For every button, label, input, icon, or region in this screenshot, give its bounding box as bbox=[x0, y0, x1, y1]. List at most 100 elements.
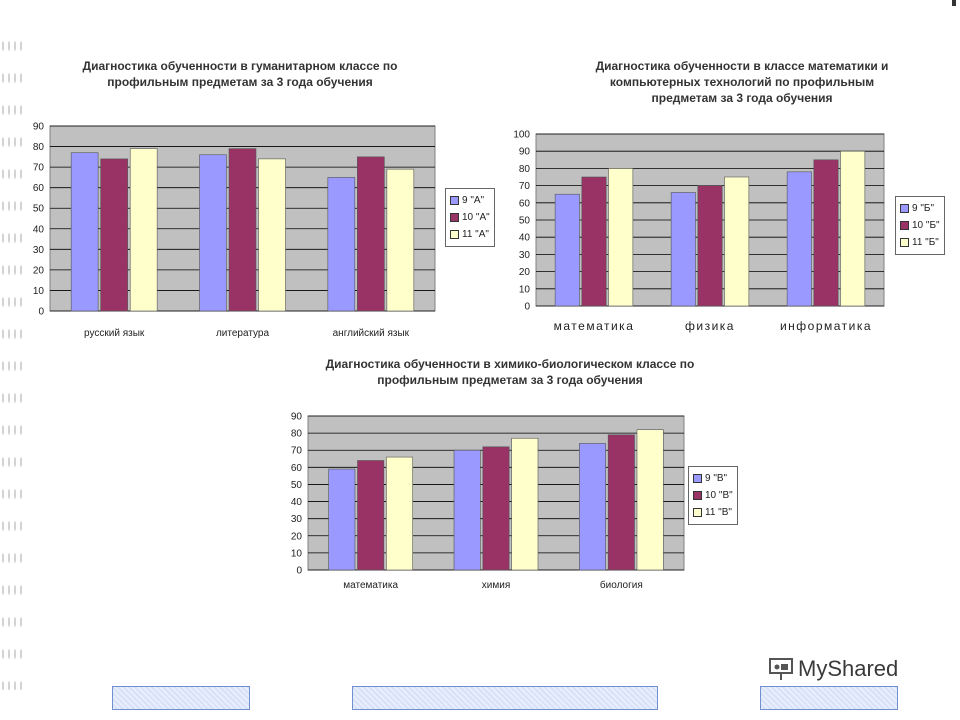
corner-mark bbox=[952, 0, 956, 6]
chart-legend: 9 "А" 10 "А" 11 "А" bbox=[445, 188, 495, 247]
chart-legend: 9 "В" 10 "В" 11 "В" bbox=[688, 466, 738, 525]
y-tick-label: 80 bbox=[291, 429, 303, 440]
bar bbox=[511, 437, 539, 571]
bar bbox=[453, 449, 481, 571]
bottom-strip-block bbox=[352, 686, 658, 710]
bottom-strip-block bbox=[112, 686, 250, 710]
legend-swatch bbox=[693, 491, 702, 500]
y-tick-label: 30 bbox=[291, 514, 303, 525]
y-tick-label: 80 bbox=[33, 142, 45, 153]
chart-legend: 9 "Б" 10 "Б" 11 "Б" bbox=[895, 196, 945, 255]
x-category-label: литература bbox=[216, 328, 269, 339]
y-tick-label: 90 bbox=[33, 122, 45, 133]
bar bbox=[724, 176, 750, 307]
y-tick-label: 90 bbox=[291, 412, 303, 423]
legend-entry: 10 "А" bbox=[450, 209, 490, 226]
bar bbox=[258, 158, 286, 312]
bar bbox=[199, 154, 227, 312]
bar bbox=[607, 434, 635, 571]
bar bbox=[228, 148, 257, 312]
bottom-strip-block bbox=[760, 686, 898, 710]
legend-entry: 9 "А" bbox=[450, 192, 490, 209]
y-tick-label: 0 bbox=[296, 566, 302, 577]
legend-label: 11 "А" bbox=[462, 229, 489, 240]
y-tick-label: 70 bbox=[291, 446, 303, 457]
y-tick-label: 80 bbox=[519, 164, 531, 175]
x-category-label: математика bbox=[554, 319, 635, 333]
y-tick-label: 40 bbox=[291, 497, 303, 508]
y-tick-label: 10 bbox=[33, 286, 45, 297]
y-tick-label: 0 bbox=[38, 307, 44, 318]
bar bbox=[608, 168, 634, 307]
legend-swatch bbox=[450, 213, 459, 222]
bar bbox=[386, 456, 413, 571]
y-tick-label: 40 bbox=[519, 233, 531, 244]
bar bbox=[813, 159, 839, 307]
y-tick-label: 60 bbox=[291, 463, 303, 474]
chart-humanities: Диагностика обученности в гуманитарном к… bbox=[20, 56, 495, 356]
legend-swatch bbox=[900, 238, 909, 247]
bar bbox=[386, 168, 415, 312]
legend-label: 10 "Б" bbox=[912, 220, 940, 231]
bar bbox=[129, 148, 158, 312]
bar bbox=[328, 468, 356, 571]
x-category-label: физика bbox=[685, 319, 735, 333]
y-tick-label: 40 bbox=[33, 224, 45, 235]
legend-entry: 9 "В" bbox=[693, 470, 733, 487]
bar bbox=[786, 171, 812, 307]
bar bbox=[327, 177, 356, 312]
bar bbox=[70, 152, 99, 312]
chart-title: Диагностика обученности в классе математ… bbox=[595, 59, 889, 105]
y-tick-label: 50 bbox=[291, 480, 303, 491]
slideshare-presenter-icon bbox=[768, 657, 794, 681]
legend-entry: 9 "Б" bbox=[900, 200, 940, 217]
chart-chem-bio: Диагностика обученности в химико-биологи… bbox=[275, 352, 755, 602]
legend-label: 10 "А" bbox=[462, 212, 490, 223]
y-tick-label: 30 bbox=[519, 250, 531, 261]
bar bbox=[579, 443, 606, 571]
y-tick-label: 70 bbox=[519, 181, 531, 192]
bar bbox=[554, 193, 580, 307]
chart-math-computer: Диагностика обученности в классе математ… bbox=[498, 52, 952, 352]
chart-plot: 0 10 20 30 40 50 60 70 80 90 математика химия биолог… bbox=[291, 412, 685, 591]
x-category-label: химия bbox=[482, 580, 510, 591]
bar bbox=[482, 446, 510, 571]
legend-label: 11 "В" bbox=[705, 507, 732, 518]
bar bbox=[357, 156, 385, 312]
legend-entry: 11 "А" bbox=[450, 226, 490, 243]
bar bbox=[636, 429, 664, 571]
legend-label: 9 "В" bbox=[705, 473, 728, 484]
logo-text: MyShared bbox=[798, 656, 899, 681]
bar bbox=[100, 158, 128, 312]
chart-plot: 0 10 20 30 40 50 60 70 80 90 русский язык литератур… bbox=[33, 122, 436, 339]
y-tick-label: 60 bbox=[519, 198, 531, 209]
legend-label: 9 "Б" bbox=[912, 203, 935, 214]
y-tick-label: 0 bbox=[524, 302, 530, 313]
y-tick-label: 90 bbox=[519, 147, 531, 158]
y-tick-label: 100 bbox=[513, 130, 530, 141]
x-category-label: русский язык bbox=[84, 328, 145, 339]
y-tick-label: 50 bbox=[519, 216, 531, 227]
chart-title: Диагностика обученности в гуманитарном к… bbox=[82, 59, 398, 89]
logo: MyShared bbox=[768, 656, 898, 682]
legend-swatch bbox=[450, 196, 459, 205]
legend-swatch bbox=[693, 508, 702, 517]
legend-label: 11 "Б" bbox=[912, 237, 939, 248]
y-tick-label: 10 bbox=[291, 548, 303, 559]
y-tick-label: 50 bbox=[33, 204, 45, 215]
y-tick-label: 20 bbox=[519, 267, 531, 278]
legend-label: 9 "А" bbox=[462, 195, 485, 206]
bar bbox=[670, 192, 696, 307]
legend-swatch bbox=[900, 204, 909, 213]
y-tick-label: 60 bbox=[33, 183, 45, 194]
legend-swatch bbox=[450, 230, 459, 239]
y-tick-label: 10 bbox=[519, 284, 531, 295]
legend-swatch bbox=[693, 474, 702, 483]
x-category-label: английский язык bbox=[333, 328, 410, 339]
bar bbox=[840, 150, 866, 307]
legend-label: 10 "В" bbox=[705, 490, 733, 501]
y-tick-label: 20 bbox=[291, 531, 303, 542]
chart-plot: 0 10 20 30 40 50 60 70 80 90 100 математика физика ин… bbox=[513, 130, 885, 333]
legend-swatch bbox=[900, 221, 909, 230]
chart-title: Диагностика обученности в химико-биологи… bbox=[325, 357, 695, 387]
